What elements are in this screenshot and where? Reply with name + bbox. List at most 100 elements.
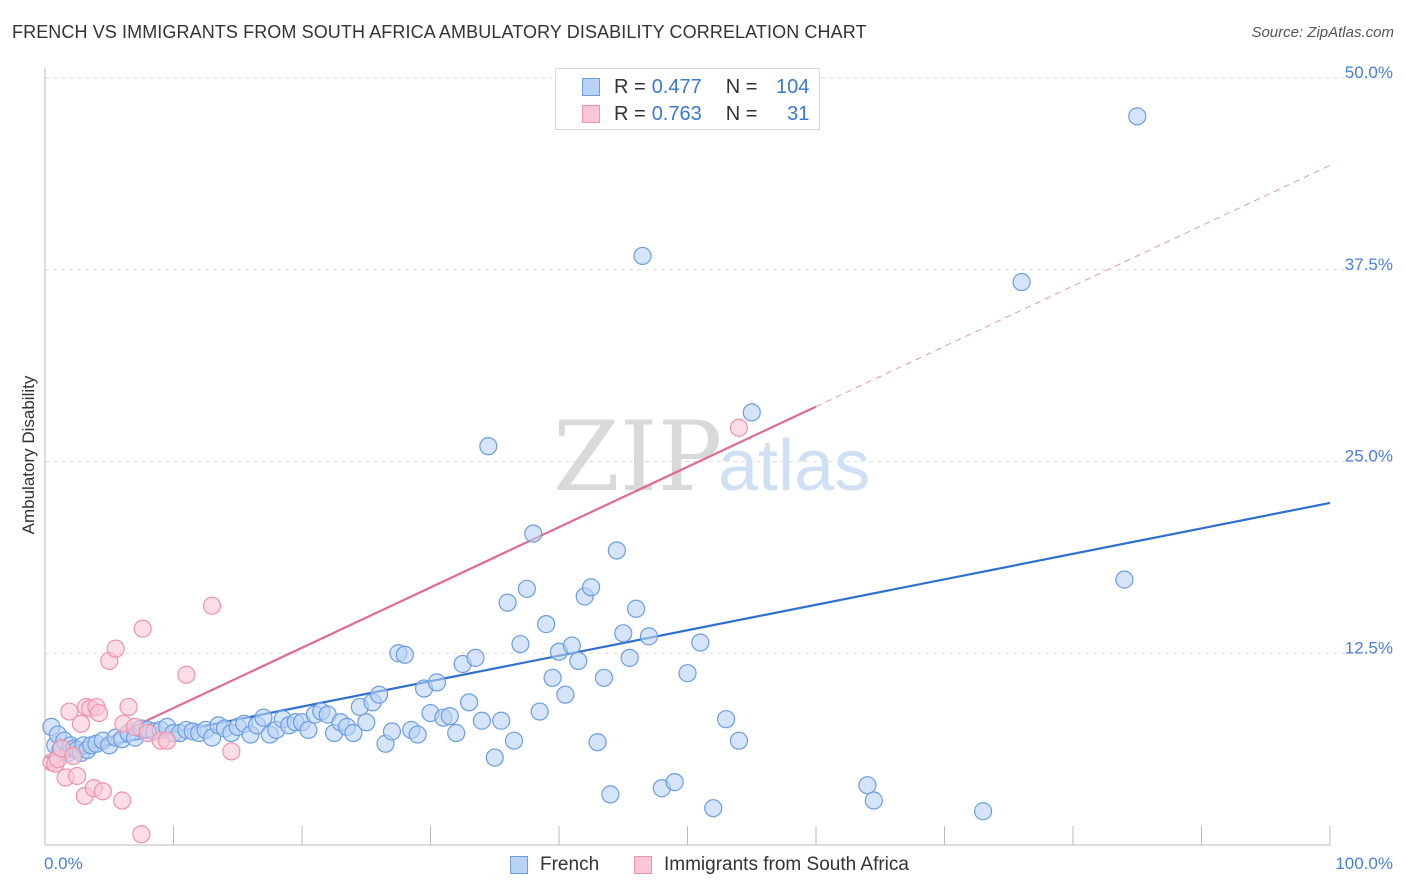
- french-point: [447, 723, 466, 743]
- sa-point: [71, 714, 91, 733]
- french-point: [440, 707, 459, 726]
- french-point: [588, 733, 607, 752]
- sa-trend-line: [44, 405, 817, 770]
- sa-point: [68, 766, 87, 786]
- french-point: [601, 785, 620, 804]
- y-tick-label: 50.0%: [1345, 63, 1393, 82]
- french-point: [504, 731, 524, 750]
- legend-r-label: R =: [614, 102, 646, 125]
- french-point: [716, 710, 736, 729]
- french-point: [973, 802, 993, 821]
- chart-title: FRENCH VS IMMIGRANTS FROM SOUTH AFRICA A…: [12, 22, 867, 42]
- y-tick-label: 37.5%: [1345, 255, 1393, 274]
- x-tick-label: 100.0%: [1335, 854, 1393, 873]
- french-point: [620, 648, 639, 667]
- sa-point: [64, 746, 83, 766]
- sa-point: [729, 418, 749, 437]
- french-point: [254, 708, 273, 727]
- watermark: ZIP atlas: [553, 401, 870, 513]
- french-point: [607, 541, 626, 560]
- sa-point: [93, 782, 112, 801]
- sa-point: [132, 825, 151, 844]
- french-point: [530, 702, 549, 721]
- bottom-legend-swatch-french: [510, 856, 528, 874]
- french-point: [562, 636, 581, 655]
- bottom-legend-swatch-sa: [634, 856, 652, 874]
- french-point: [569, 651, 588, 671]
- sa-point: [202, 596, 222, 615]
- french-point: [665, 773, 684, 792]
- french-point: [299, 720, 318, 740]
- french-point: [344, 723, 363, 743]
- french-point: [511, 634, 530, 654]
- source-label: Source: ZipAtlas.com: [1251, 24, 1394, 41]
- y-tick-label: 12.5%: [1345, 638, 1393, 657]
- french-point: [466, 648, 485, 667]
- sa-point: [106, 639, 125, 658]
- french-point: [459, 693, 479, 712]
- tick-labels: 12.5% 25.0% 37.5% 50.0% 0.0% 100.0%: [44, 63, 1393, 873]
- y-axis-label: Ambulatory Disability: [19, 375, 38, 534]
- bottom-legend-sa: Immigrants from South Africa: [634, 853, 909, 877]
- correlation-legend: R = 0.477 N = 104 R = 0.763 N = 31: [555, 68, 820, 130]
- x-tick-label: 0.0%: [44, 854, 83, 873]
- french-point: [704, 799, 723, 818]
- french-point: [524, 524, 543, 543]
- french-point: [485, 748, 504, 767]
- sa-point: [112, 791, 132, 810]
- legend-row-sa: R = 0.763 N = 31: [582, 102, 809, 126]
- french-point: [517, 579, 536, 598]
- french-point: [614, 624, 633, 643]
- french-point: [382, 722, 402, 741]
- french-point: [395, 645, 414, 664]
- french-point: [472, 711, 491, 730]
- french-point: [858, 776, 877, 795]
- grid-layer: [45, 77, 1392, 654]
- sa-point: [133, 619, 152, 638]
- bottom-legend-french: French: [510, 853, 599, 877]
- french-point: [1012, 272, 1031, 292]
- legend-swatch-sa: [582, 105, 600, 123]
- french-point: [479, 437, 498, 456]
- data-points: [42, 107, 1147, 844]
- french-point: [370, 685, 389, 704]
- french-point: [492, 711, 511, 730]
- sa-point: [119, 697, 138, 717]
- french-point: [742, 403, 761, 422]
- sa-point: [177, 665, 196, 684]
- french-point: [408, 725, 427, 744]
- legend-r-value: 0.477: [651, 75, 702, 98]
- watermark-zip: ZIP: [553, 401, 722, 513]
- watermark-atlas: atlas: [718, 426, 870, 506]
- french-point: [678, 664, 697, 683]
- legend-n-label: N =: [725, 75, 758, 98]
- legend-r-value: 0.763: [651, 102, 702, 125]
- french-point: [1115, 570, 1134, 589]
- legend-n-value: 31: [787, 102, 810, 125]
- legend-r-label: R =: [614, 75, 646, 98]
- bottom-legend-label-sa: Immigrants from South Africa: [664, 854, 909, 875]
- sa-trend-line-extension: [815, 164, 1331, 408]
- french-point: [582, 578, 601, 597]
- legend-n-label: N =: [725, 102, 758, 125]
- french-point: [1128, 107, 1147, 126]
- french-point: [626, 599, 646, 618]
- bottom-legend-label-french: French: [540, 854, 600, 875]
- y-tick-label: 25.0%: [1345, 447, 1393, 466]
- french-point: [498, 593, 517, 612]
- sa-point: [222, 742, 241, 761]
- axis-layer: [44, 68, 1331, 846]
- french-point: [537, 615, 556, 634]
- french-point: [729, 731, 749, 750]
- sa-point: [60, 702, 79, 721]
- french-point: [633, 246, 652, 266]
- french-point: [864, 791, 883, 810]
- legend-n-value: 104: [776, 75, 810, 98]
- legend-row-french: R = 0.477 N = 104: [582, 75, 809, 99]
- french-point: [691, 633, 710, 652]
- sa-point: [89, 703, 109, 723]
- french-point: [639, 627, 659, 646]
- sa-point: [157, 731, 177, 750]
- legend-swatch-french: [582, 78, 600, 96]
